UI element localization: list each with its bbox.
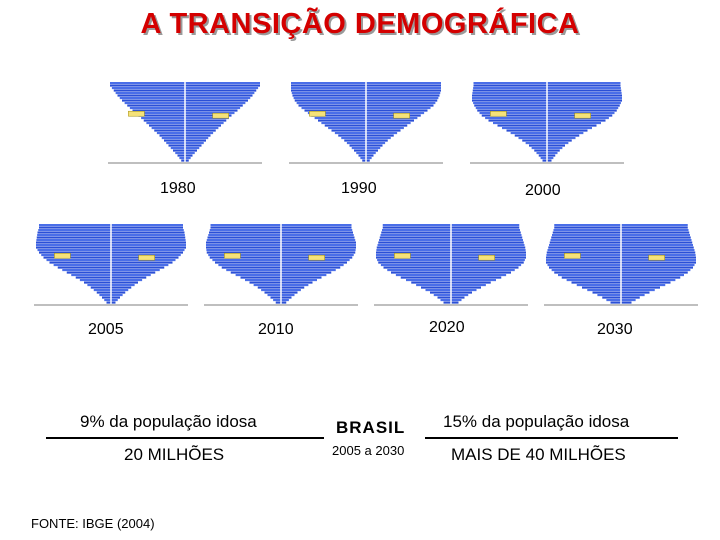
year-label-1980: 1980 <box>160 180 196 197</box>
population-pyramid-2010 <box>200 214 362 312</box>
pyramid-legend-tag-left <box>490 110 507 117</box>
pyramid-svg <box>204 224 358 306</box>
stat-2030-elderly-share: 15% da população idosa <box>443 412 630 431</box>
population-pyramid-2005 <box>30 214 192 312</box>
pyramid-svg <box>108 82 262 164</box>
pyramid-svg <box>374 224 528 306</box>
year-label-2005: 2005 <box>88 321 124 338</box>
source-note: FONTE: IBGE (2004) <box>31 516 155 531</box>
pyramid-legend-tag-left <box>54 252 71 259</box>
pyramid-svg <box>289 82 443 164</box>
year-label-2020: 2020 <box>429 319 465 336</box>
year-label-1990: 1990 <box>341 180 377 197</box>
pyramid-legend-tag-right <box>478 254 495 261</box>
stat-2005-elderly-count: 20 MILHÕES <box>124 445 225 464</box>
population-pyramid-2000 <box>466 72 628 170</box>
page-title: A TRANSIÇÃO DEMOGRÁFICA <box>140 8 580 40</box>
pyramid-legend-tag-left <box>309 110 326 117</box>
pyramid-legend-tag-right <box>138 254 155 261</box>
population-pyramid-2020 <box>370 214 532 312</box>
population-pyramid-1980 <box>104 72 266 170</box>
pyramid-legend-tag-left <box>128 110 145 117</box>
divider-left <box>46 437 324 439</box>
stat-2030-elderly-count: MAIS DE 40 MILHÕES <box>451 445 626 464</box>
pyramid-legend-tag-right <box>648 254 665 261</box>
pyramid-svg <box>34 224 188 306</box>
year-label-2000: 2000 <box>525 182 561 199</box>
pyramid-legend-tag-right <box>308 254 325 261</box>
period-label: 2005 a 2030 <box>332 443 405 458</box>
pyramid-legend-tag-left <box>564 252 581 259</box>
pyramid-svg <box>544 224 698 306</box>
stat-2005-elderly-share: 9% da população idosa <box>80 412 257 431</box>
pyramid-legend-tag-right <box>393 112 410 119</box>
year-label-2030: 2030 <box>597 321 633 338</box>
country-label: BRASIL <box>336 418 406 437</box>
pyramid-svg <box>470 82 624 164</box>
pyramid-legend-tag-right <box>574 112 591 119</box>
population-pyramid-2030 <box>540 214 702 312</box>
year-label-2010: 2010 <box>258 321 294 338</box>
population-pyramid-1990 <box>285 72 447 170</box>
divider-right <box>425 437 678 439</box>
pyramid-legend-tag-left <box>224 252 241 259</box>
pyramid-legend-tag-left <box>394 252 411 259</box>
pyramid-legend-tag-right <box>212 112 229 119</box>
